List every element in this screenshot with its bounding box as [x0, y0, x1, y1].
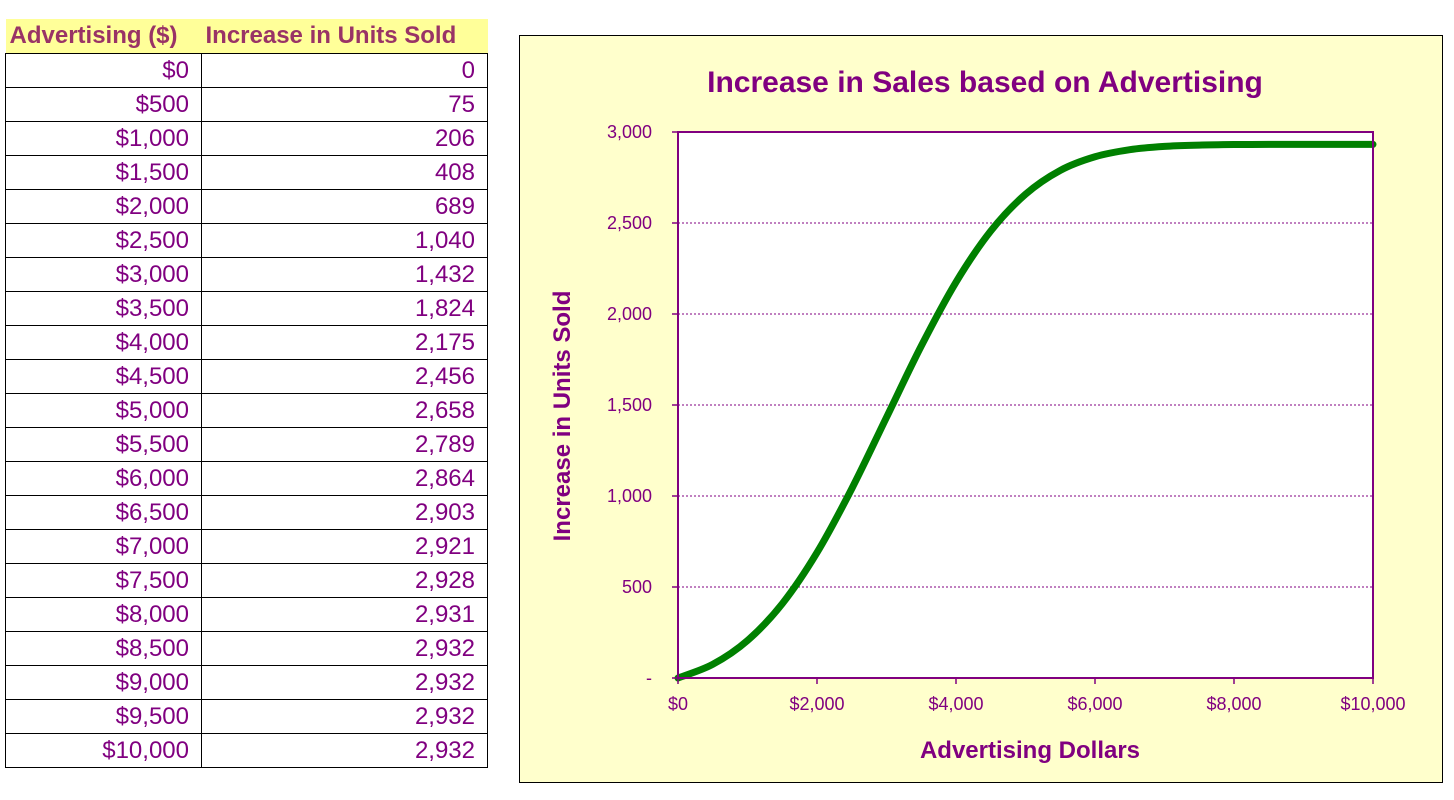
x-tick-label: $6,000 [1067, 694, 1122, 714]
table-row: $8,000 2,931 [5, 597, 488, 632]
table-row: $7,500 2,928 [5, 563, 488, 598]
y-axis-ticks: - 500 1,000 1,500 2,000 2,500 3,000 [607, 122, 678, 688]
table-row: $6,000 2,864 [5, 461, 488, 496]
advertising-cell[interactable]: $8,000 [5, 597, 202, 632]
advertising-cell[interactable]: $9,000 [5, 665, 202, 700]
data-series [674, 140, 1377, 682]
advertising-cell[interactable]: $10,000 [5, 733, 202, 768]
advertising-cell[interactable]: $2,500 [5, 223, 202, 258]
header-advertising[interactable]: Advertising ($) [5, 19, 202, 54]
table-row: $2,000 689 [5, 189, 488, 224]
units-sold-cell[interactable]: 2,175 [201, 325, 488, 360]
units-sold-cell[interactable]: 75 [201, 87, 488, 122]
table-row: $3,500 1,824 [5, 291, 488, 326]
x-tick-label: $8,000 [1206, 694, 1261, 714]
table-header-row: Advertising ($) Increase in Units Sold [5, 19, 488, 54]
x-tick-label: $10,000 [1340, 694, 1405, 714]
advertising-cell[interactable]: $7,500 [5, 563, 202, 598]
table-row: $7,000 2,921 [5, 529, 488, 564]
advertising-cell[interactable]: $6,000 [5, 461, 202, 496]
units-sold-cell[interactable]: 2,928 [201, 563, 488, 598]
table-row: $8,500 2,932 [5, 631, 488, 666]
advertising-cell[interactable]: $3,000 [5, 257, 202, 292]
units-sold-cell[interactable]: 2,931 [201, 597, 488, 632]
units-sold-cell[interactable]: 206 [201, 121, 488, 156]
advertising-cell[interactable]: $4,000 [5, 325, 202, 360]
units-sold-cell[interactable]: 2,921 [201, 529, 488, 564]
y-tick-label: 2,500 [607, 213, 652, 233]
table-row: $10,000 2,932 [5, 733, 488, 768]
advertising-cell[interactable]: $5,500 [5, 427, 202, 462]
units-sold-cell[interactable]: 1,040 [201, 223, 488, 258]
advertising-cell[interactable]: $1,000 [5, 121, 202, 156]
units-sold-cell[interactable]: 0 [201, 53, 488, 88]
chart-panel: Increase in Sales based on Advertising -… [519, 35, 1443, 783]
table-row: $4,500 2,456 [5, 359, 488, 394]
line-chart: Increase in Sales based on Advertising -… [549, 66, 1406, 764]
units-sold-cell[interactable]: 2,456 [201, 359, 488, 394]
table-row: $0 0 [5, 53, 488, 88]
y-tick-label: 2,000 [607, 304, 652, 324]
y-tick-label: 1,500 [607, 395, 652, 415]
units-sold-cell[interactable]: 2,932 [201, 665, 488, 700]
units-sold-cell[interactable]: 2,903 [201, 495, 488, 530]
units-sold-cell[interactable]: 408 [201, 155, 488, 190]
x-tick-label: $2,000 [789, 694, 844, 714]
table-row: $1,000 206 [5, 121, 488, 156]
units-sold-cell[interactable]: 2,789 [201, 427, 488, 462]
table-row: $4,000 2,175 [5, 325, 488, 360]
advertising-cell[interactable]: $9,500 [5, 699, 202, 734]
units-sold-cell[interactable]: 2,932 [201, 733, 488, 768]
advertising-cell[interactable]: $3,500 [5, 291, 202, 326]
x-tick-label: $4,000 [928, 694, 983, 714]
x-axis-ticks: $0 $2,000 $4,000 $6,000 $8,000 $10,000 [668, 678, 1406, 714]
units-sold-cell[interactable]: 689 [201, 189, 488, 224]
advertising-cell[interactable]: $2,000 [5, 189, 202, 224]
units-sold-cell[interactable]: 2,932 [201, 631, 488, 666]
data-table: Advertising ($) Increase in Units Sold $… [5, 19, 488, 768]
advertising-cell[interactable]: $1,500 [5, 155, 202, 190]
table-row: $1,500 408 [5, 155, 488, 190]
advertising-cell[interactable]: $500 [5, 87, 202, 122]
y-axis-label: Increase in Units Sold [549, 291, 576, 542]
x-tick-label: $0 [668, 694, 688, 714]
advertising-cell[interactable]: $7,000 [5, 529, 202, 564]
table-row: $9,000 2,932 [5, 665, 488, 700]
chart-title: Increase in Sales based on Advertising [707, 66, 1263, 99]
y-tick-label: - [646, 668, 652, 688]
y-tick-label: 1,000 [607, 486, 652, 506]
table-row: $3,000 1,432 [5, 257, 488, 292]
units-sold-cell[interactable]: 1,824 [201, 291, 488, 326]
table-row: $5,000 2,658 [5, 393, 488, 428]
table-row: $500 75 [5, 87, 488, 122]
table-row: $5,500 2,789 [5, 427, 488, 462]
series-line [674, 140, 1377, 682]
units-sold-cell[interactable]: 2,658 [201, 393, 488, 428]
advertising-cell[interactable]: $8,500 [5, 631, 202, 666]
y-tick-label: 3,000 [607, 122, 652, 142]
units-sold-cell[interactable]: 2,864 [201, 461, 488, 496]
units-sold-cell[interactable]: 1,432 [201, 257, 488, 292]
advertising-cell[interactable]: $0 [5, 53, 202, 88]
header-units-sold[interactable]: Increase in Units Sold [201, 19, 488, 54]
y-tick-label: 500 [622, 577, 652, 597]
table-row: $6,500 2,903 [5, 495, 488, 530]
advertising-cell[interactable]: $5,000 [5, 393, 202, 428]
table-row: $2,500 1,040 [5, 223, 488, 258]
units-sold-cell[interactable]: 2,932 [201, 699, 488, 734]
advertising-cell[interactable]: $6,500 [5, 495, 202, 530]
table-row: $9,500 2,932 [5, 699, 488, 734]
advertising-cell[interactable]: $4,500 [5, 359, 202, 394]
x-axis-label: Advertising Dollars [920, 737, 1140, 764]
